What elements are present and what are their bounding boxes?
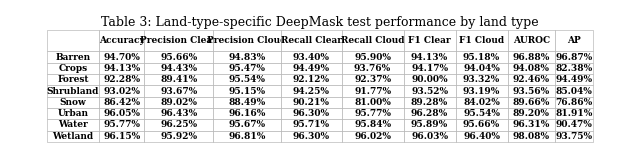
Title: Table 3: Land-type-specific DeepMask test performance by land type: Table 3: Land-type-specific DeepMask tes…: [101, 16, 539, 29]
